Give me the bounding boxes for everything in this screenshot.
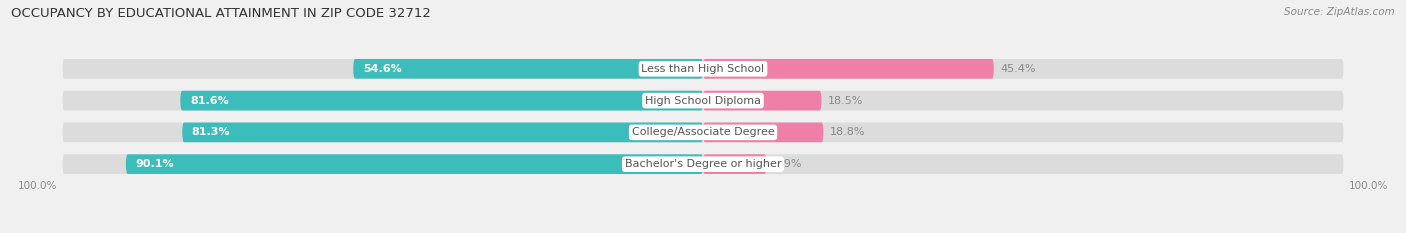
- FancyBboxPatch shape: [703, 154, 766, 174]
- FancyBboxPatch shape: [62, 59, 1344, 79]
- FancyBboxPatch shape: [353, 59, 703, 79]
- Text: 90.1%: 90.1%: [135, 159, 174, 169]
- Text: Bachelor's Degree or higher: Bachelor's Degree or higher: [624, 159, 782, 169]
- FancyBboxPatch shape: [703, 91, 821, 110]
- Text: 100.0%: 100.0%: [1348, 181, 1388, 191]
- FancyBboxPatch shape: [703, 59, 994, 79]
- Text: High School Diploma: High School Diploma: [645, 96, 761, 106]
- Text: OCCUPANCY BY EDUCATIONAL ATTAINMENT IN ZIP CODE 32712: OCCUPANCY BY EDUCATIONAL ATTAINMENT IN Z…: [11, 7, 432, 20]
- FancyBboxPatch shape: [62, 154, 1344, 174]
- FancyBboxPatch shape: [62, 123, 1344, 142]
- Text: 9.9%: 9.9%: [773, 159, 801, 169]
- FancyBboxPatch shape: [127, 154, 703, 174]
- Text: 81.3%: 81.3%: [191, 127, 231, 137]
- Text: 81.6%: 81.6%: [190, 96, 229, 106]
- FancyBboxPatch shape: [703, 123, 824, 142]
- FancyBboxPatch shape: [62, 91, 1344, 110]
- Text: Source: ZipAtlas.com: Source: ZipAtlas.com: [1284, 7, 1395, 17]
- FancyBboxPatch shape: [183, 123, 703, 142]
- Text: 100.0%: 100.0%: [18, 181, 58, 191]
- Text: 45.4%: 45.4%: [1000, 64, 1036, 74]
- Text: College/Associate Degree: College/Associate Degree: [631, 127, 775, 137]
- Text: 54.6%: 54.6%: [363, 64, 402, 74]
- Text: 18.5%: 18.5%: [828, 96, 863, 106]
- Text: 18.8%: 18.8%: [830, 127, 865, 137]
- Text: Less than High School: Less than High School: [641, 64, 765, 74]
- FancyBboxPatch shape: [180, 91, 703, 110]
